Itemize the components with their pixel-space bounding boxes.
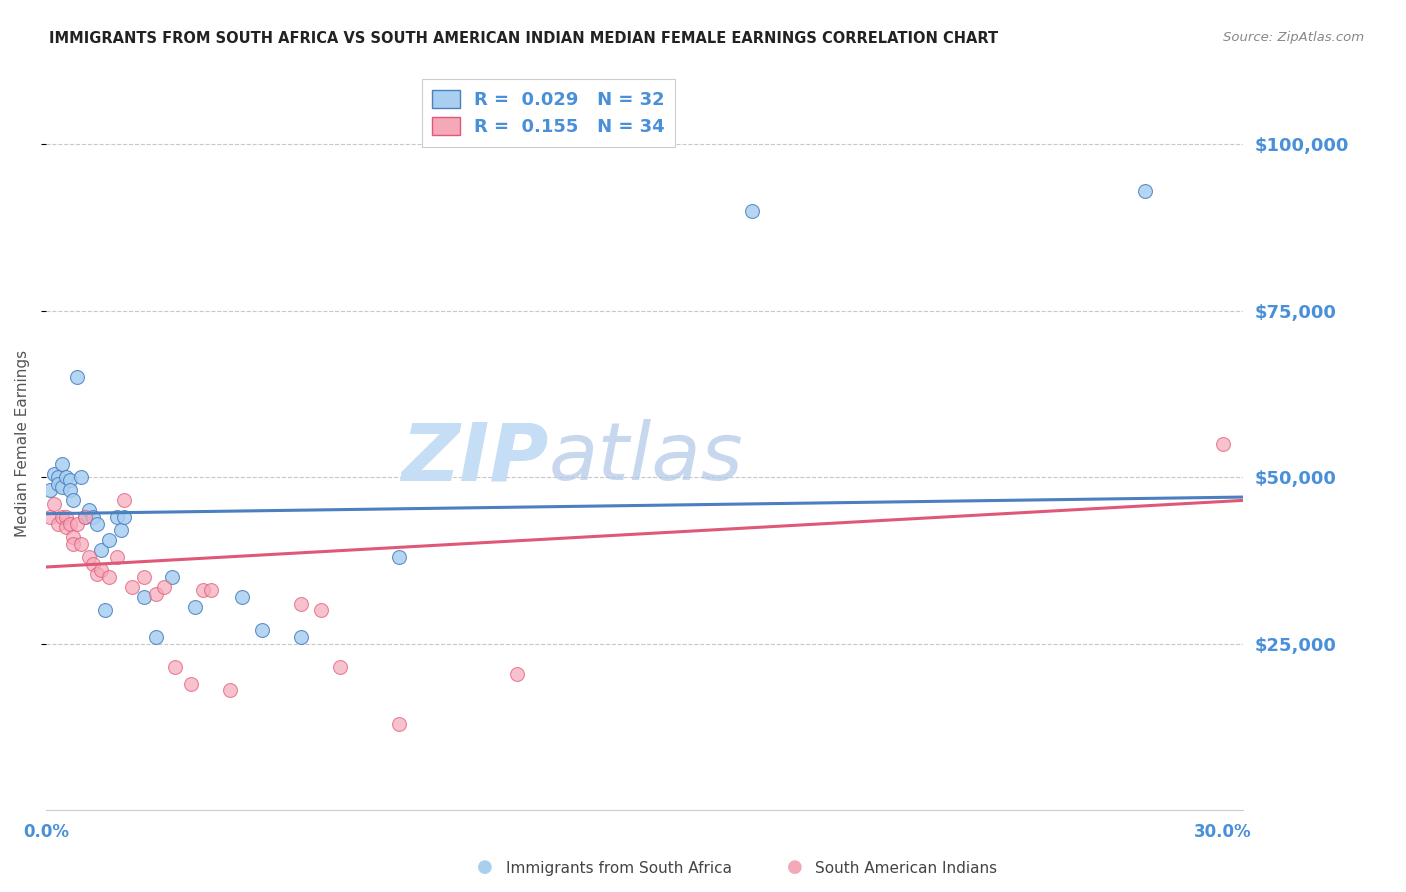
Point xyxy=(110,524,132,538)
Point xyxy=(94,603,117,617)
Point xyxy=(388,549,411,564)
Point xyxy=(55,520,77,534)
Point xyxy=(388,716,411,731)
Text: ●: ● xyxy=(786,858,803,876)
Point xyxy=(97,570,120,584)
Point xyxy=(58,516,80,531)
Point xyxy=(75,510,97,524)
Point xyxy=(200,583,222,598)
Point xyxy=(1212,437,1234,451)
Point xyxy=(66,516,89,531)
Point xyxy=(77,549,100,564)
Point xyxy=(55,510,77,524)
Point xyxy=(121,580,143,594)
Point xyxy=(70,470,93,484)
Point xyxy=(506,666,529,681)
Text: ZIP: ZIP xyxy=(401,419,548,498)
Point xyxy=(82,510,104,524)
Text: ●: ● xyxy=(477,858,494,876)
Point xyxy=(51,480,73,494)
Text: South American Indians: South American Indians xyxy=(815,861,998,876)
Point xyxy=(132,570,155,584)
Point xyxy=(114,493,136,508)
Point xyxy=(46,470,69,484)
Point xyxy=(160,570,183,584)
Point xyxy=(250,624,273,638)
Point xyxy=(152,580,174,594)
Point xyxy=(114,510,136,524)
Point xyxy=(42,497,65,511)
Point xyxy=(58,474,80,488)
Point xyxy=(55,470,77,484)
Point xyxy=(46,516,69,531)
Point xyxy=(191,583,214,598)
Point xyxy=(90,563,112,577)
Point xyxy=(42,467,65,481)
Point xyxy=(145,630,167,644)
Point xyxy=(66,370,89,384)
Point xyxy=(1133,184,1156,198)
Point xyxy=(62,530,84,544)
Point xyxy=(86,516,108,531)
Point xyxy=(70,537,93,551)
Point xyxy=(180,676,202,690)
Point xyxy=(62,493,84,508)
Point xyxy=(86,566,108,581)
Point xyxy=(82,557,104,571)
Point xyxy=(51,457,73,471)
Point xyxy=(105,510,128,524)
Text: Source: ZipAtlas.com: Source: ZipAtlas.com xyxy=(1223,31,1364,45)
Text: atlas: atlas xyxy=(548,419,744,498)
Point xyxy=(231,590,253,604)
Text: IMMIGRANTS FROM SOUTH AFRICA VS SOUTH AMERICAN INDIAN MEDIAN FEMALE EARNINGS COR: IMMIGRANTS FROM SOUTH AFRICA VS SOUTH AM… xyxy=(49,31,998,46)
Point xyxy=(741,203,763,218)
Point xyxy=(165,660,187,674)
Point xyxy=(58,483,80,498)
Point xyxy=(132,590,155,604)
Point xyxy=(97,533,120,548)
Point xyxy=(290,597,312,611)
Text: Immigrants from South Africa: Immigrants from South Africa xyxy=(506,861,733,876)
Legend: R =  0.029   N = 32, R =  0.155   N = 34: R = 0.029 N = 32, R = 0.155 N = 34 xyxy=(422,79,675,146)
Point xyxy=(77,503,100,517)
Point xyxy=(105,549,128,564)
Point xyxy=(38,483,60,498)
Point xyxy=(90,543,112,558)
Point xyxy=(145,587,167,601)
Point xyxy=(38,510,60,524)
Point xyxy=(46,476,69,491)
Point xyxy=(290,630,312,644)
Point xyxy=(184,599,207,614)
Point xyxy=(62,537,84,551)
Point xyxy=(75,510,97,524)
Point xyxy=(309,603,332,617)
Point xyxy=(219,683,242,698)
Point xyxy=(51,510,73,524)
Y-axis label: Median Female Earnings: Median Female Earnings xyxy=(15,351,30,537)
Point xyxy=(329,660,352,674)
